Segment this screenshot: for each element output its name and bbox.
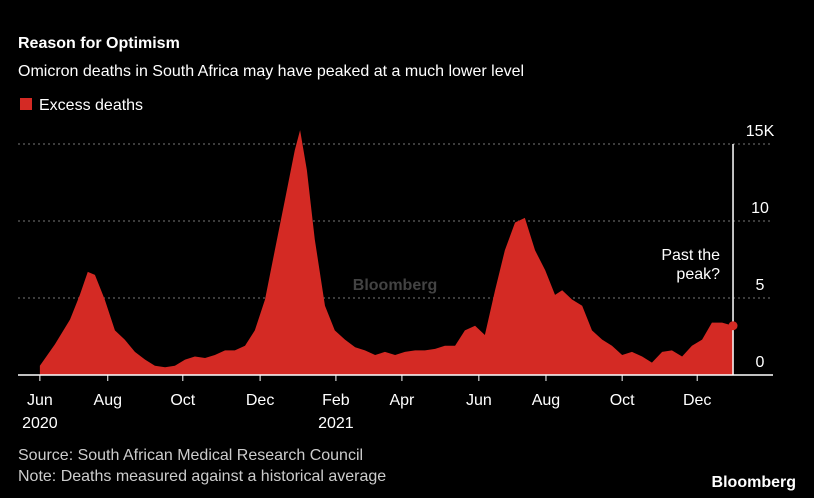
- x-tick-label: Oct: [610, 392, 635, 409]
- x-tick-label: Oct: [170, 392, 195, 409]
- annotation: Past the: [661, 247, 720, 264]
- y-tick-label: 10: [751, 200, 769, 217]
- note: Note: Deaths measured against a historic…: [18, 468, 386, 485]
- logo: Bloomberg: [712, 474, 796, 491]
- x-tick-label: Apr: [389, 392, 415, 409]
- x-tick-label: Dec: [683, 392, 711, 409]
- area: [39, 130, 734, 375]
- year-label: 2020: [22, 415, 58, 432]
- legend-swatch: [20, 98, 32, 110]
- x-tick-label: Jun: [27, 392, 53, 409]
- y-tick-label: 0: [756, 354, 765, 371]
- legend-label: Excess deaths: [39, 97, 143, 114]
- x-tick-label: Aug: [94, 392, 122, 409]
- chart-title: Reason for Optimism: [18, 35, 180, 52]
- x-tick-label: Aug: [532, 392, 560, 409]
- x-tick-label: Jun: [466, 392, 492, 409]
- annotation: peak?: [676, 266, 720, 283]
- x-tick-label: Feb: [322, 392, 350, 409]
- y-tick-label: 15K: [746, 123, 775, 140]
- source: Source: South African Medical Research C…: [18, 447, 363, 464]
- y-tick-label: 5: [756, 277, 765, 294]
- end-marker: [728, 321, 738, 331]
- watermark: Bloomberg: [353, 277, 437, 294]
- year-label: 2021: [318, 415, 354, 432]
- chart-subtitle: Omicron deaths in South Africa may have …: [18, 63, 524, 80]
- x-tick-label: Dec: [246, 392, 274, 409]
